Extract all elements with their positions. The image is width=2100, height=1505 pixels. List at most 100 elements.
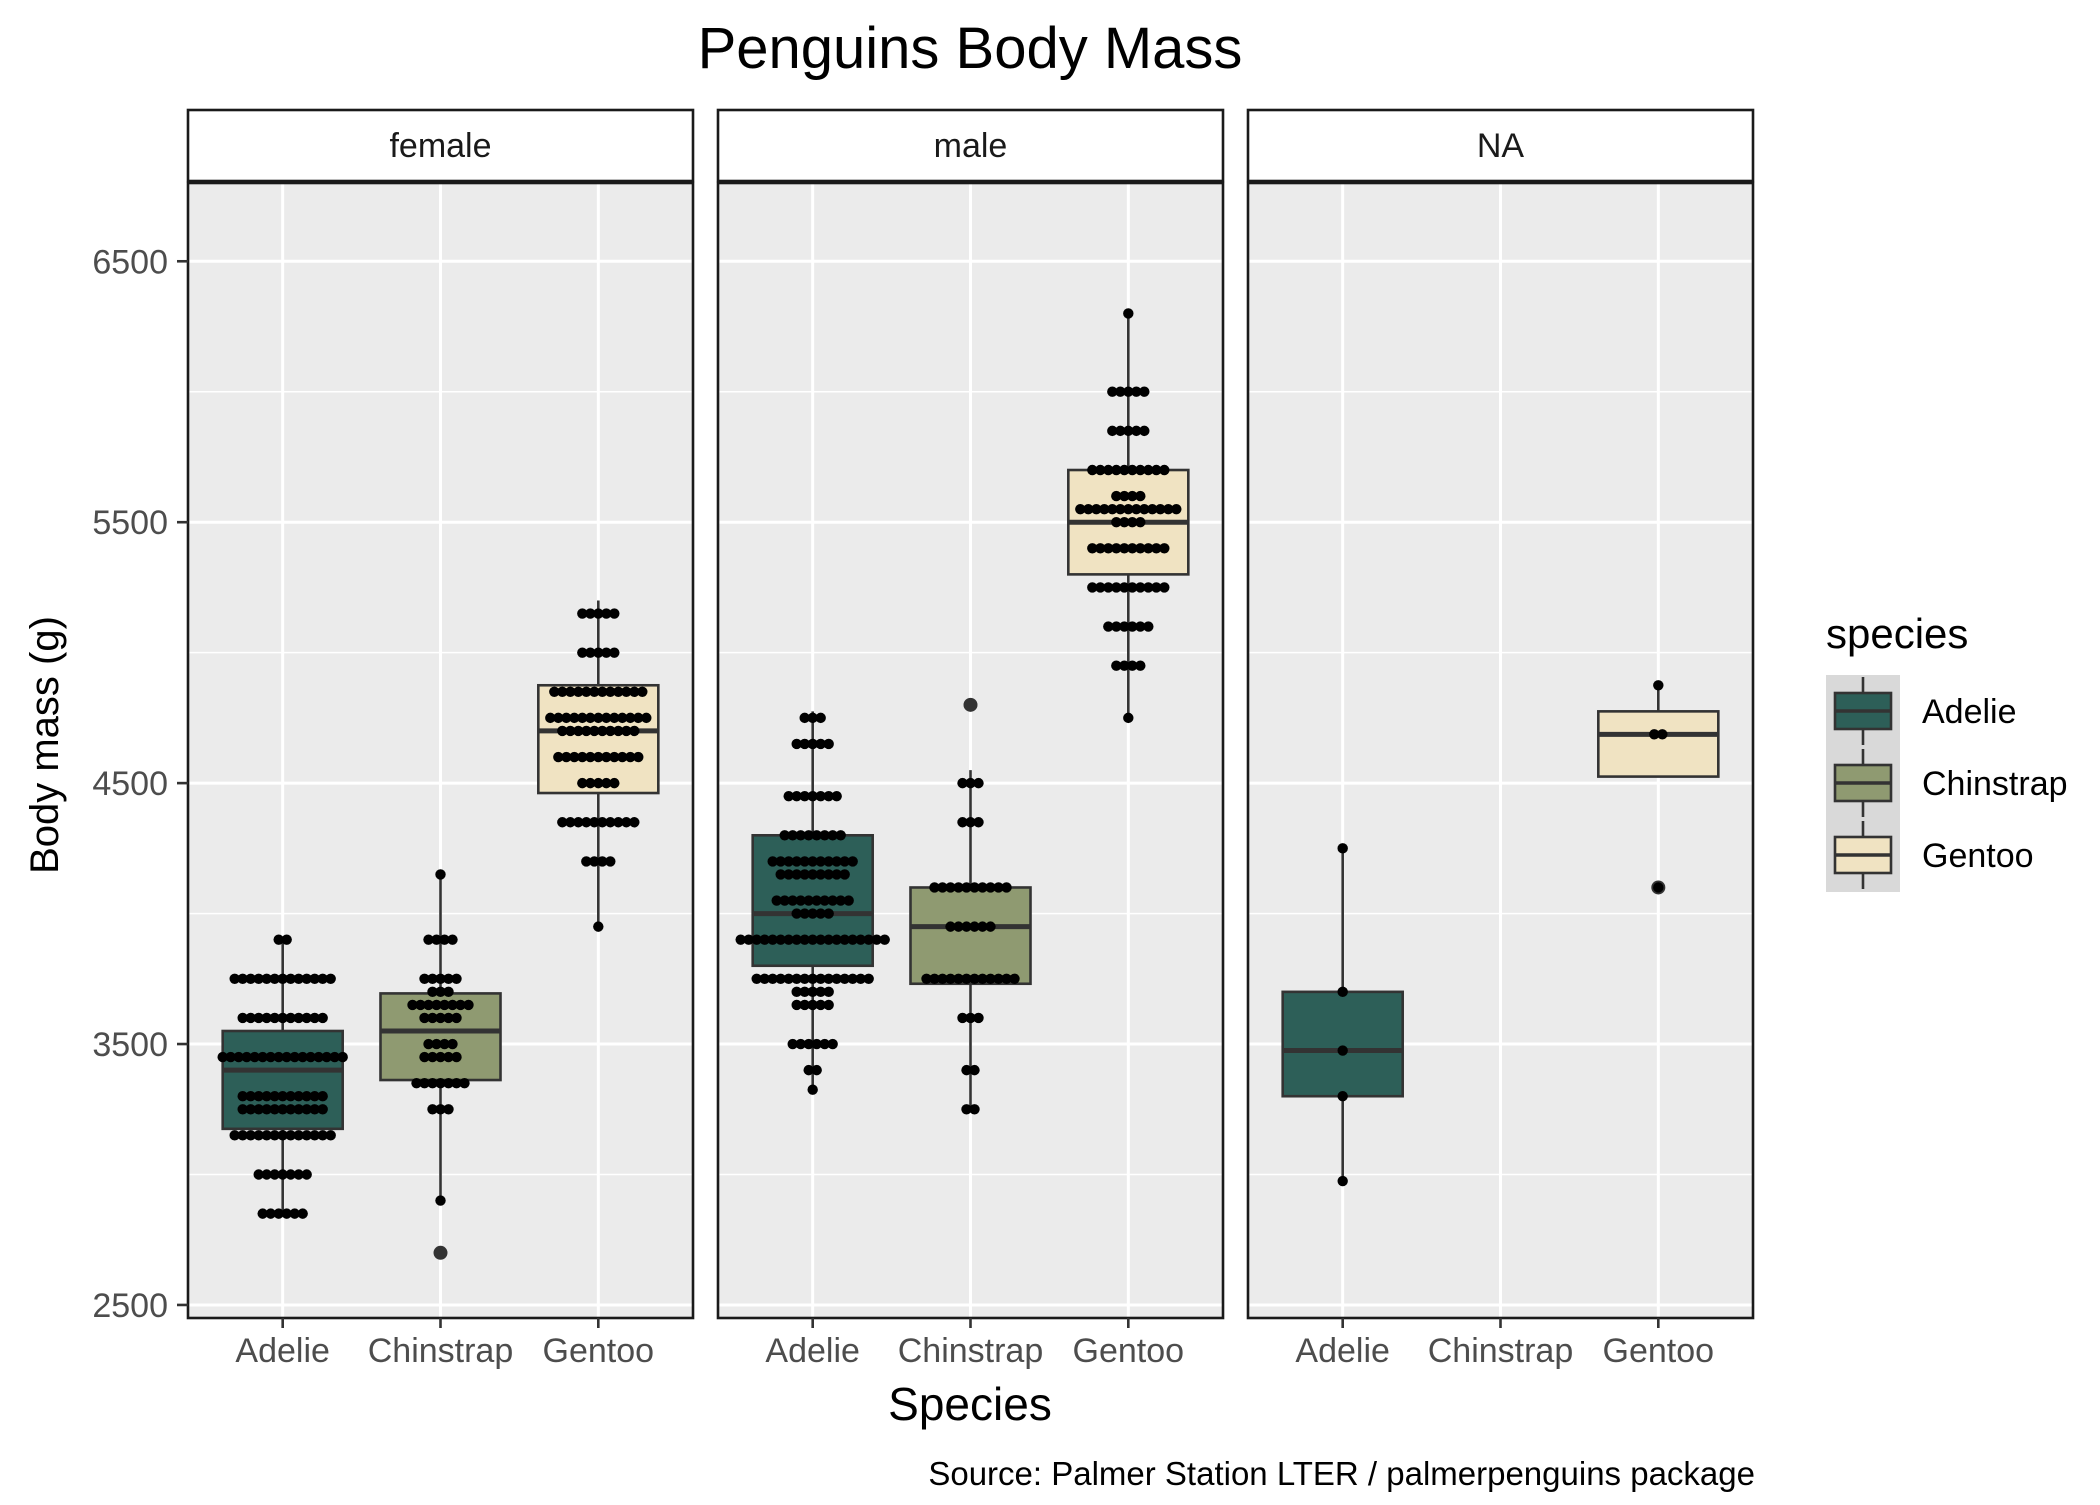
legend: species Adelie Chinstrap Gentoo [1826, 610, 2068, 892]
data-point [621, 817, 632, 828]
x-tick-label: Gentoo [1603, 1332, 1715, 1370]
data-point [277, 1012, 288, 1024]
data-point [1107, 425, 1118, 437]
data-point [775, 973, 786, 985]
box-gentoo [537, 600, 660, 927]
data-point [791, 869, 802, 880]
data-point [791, 908, 802, 919]
data-point [317, 973, 328, 985]
data-point [269, 1169, 280, 1180]
data-point [823, 908, 834, 919]
data-point [1103, 582, 1114, 593]
data-point [427, 973, 438, 985]
data-point [1095, 464, 1106, 476]
data-point [957, 817, 968, 828]
data-point [237, 1104, 248, 1115]
data-point [1119, 464, 1130, 476]
data-point [233, 1051, 244, 1063]
data-point [831, 869, 842, 880]
data-point [435, 1077, 446, 1089]
data-point [569, 712, 580, 724]
data-point [1337, 1175, 1348, 1187]
box-chinstrap [379, 874, 502, 1260]
data-point [285, 1091, 296, 1102]
data-point [609, 751, 620, 763]
data-point [301, 1091, 312, 1102]
data-point [835, 830, 846, 841]
data-point [577, 608, 588, 619]
points-gentoo [1649, 680, 1668, 893]
data-point [807, 712, 818, 724]
data-point [973, 777, 984, 789]
data-point [1337, 1045, 1348, 1056]
data-point [601, 777, 612, 789]
legend-label: Gentoo [1922, 837, 2034, 875]
data-point [641, 712, 652, 724]
data-point [807, 790, 818, 802]
data-point [945, 882, 956, 893]
data-point [767, 973, 778, 985]
data-point [831, 973, 842, 985]
data-point [1123, 425, 1134, 437]
y-tick-label: 5500 [92, 504, 168, 542]
facet-strip [186, 108, 695, 183]
data-point [1159, 582, 1170, 593]
data-point [759, 934, 770, 945]
y-tick-label: 4500 [92, 765, 168, 803]
data-point [293, 1169, 304, 1180]
data-point [301, 973, 312, 985]
data-point [787, 1038, 798, 1050]
facet-strip [716, 108, 1225, 183]
data-point [585, 751, 596, 763]
data-point [803, 1038, 814, 1050]
data-point [285, 973, 296, 985]
data-point [1159, 464, 1170, 476]
data-point [443, 986, 454, 998]
data-point [953, 882, 964, 893]
data-point [297, 1208, 308, 1219]
data-point [577, 777, 588, 789]
data-point [1111, 543, 1122, 554]
data-point [419, 973, 430, 985]
data-point [617, 712, 628, 724]
data-point [961, 921, 972, 932]
data-point [1087, 543, 1098, 554]
data-point [589, 686, 600, 697]
data-point [807, 738, 818, 750]
data-point [1135, 660, 1146, 671]
data-point [285, 1012, 296, 1024]
data-point [969, 921, 980, 932]
data-point [945, 921, 956, 932]
data-point [447, 999, 458, 1011]
data-point [771, 895, 782, 906]
data-point [411, 1077, 422, 1089]
x-tick-label: Gentoo [543, 1332, 655, 1370]
data-point [285, 1104, 296, 1115]
data-point [977, 921, 988, 932]
data-point [261, 1169, 272, 1180]
data-point [1147, 503, 1158, 515]
data-point [309, 973, 320, 985]
data-point [1123, 712, 1134, 724]
data-point [977, 973, 988, 985]
data-point [1151, 582, 1162, 593]
data-point [439, 934, 450, 945]
data-point [965, 777, 976, 789]
data-point [1095, 582, 1106, 593]
data-point [261, 1130, 272, 1141]
data-point [313, 1051, 324, 1063]
data-point [237, 1130, 248, 1141]
data-point [249, 1051, 260, 1063]
data-point [253, 1130, 264, 1141]
data-point [1135, 490, 1146, 502]
data-point [1143, 464, 1154, 476]
data-point [1099, 503, 1110, 515]
data-point [957, 1012, 968, 1024]
data-point [329, 1051, 340, 1063]
data-point [1139, 503, 1150, 515]
data-point [1127, 516, 1138, 528]
data-point [799, 712, 810, 724]
data-point [1119, 490, 1130, 502]
data-point [585, 712, 596, 724]
